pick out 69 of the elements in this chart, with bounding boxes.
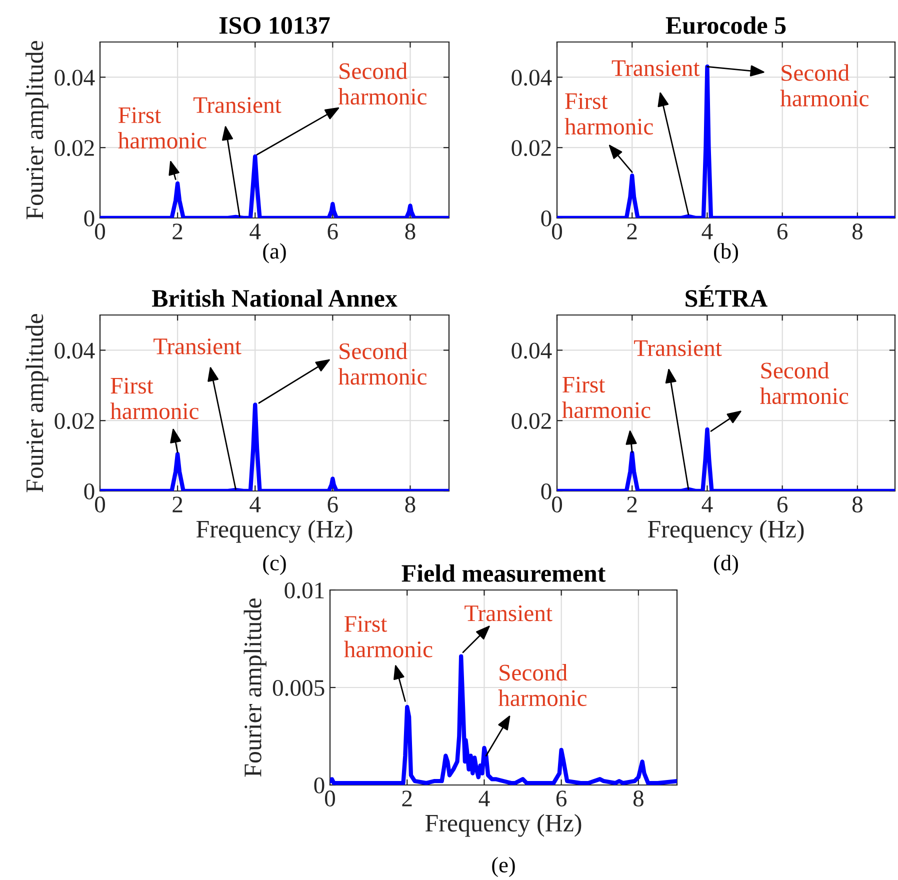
x-tick-label: 2 [627, 496, 637, 512]
chart-title: Field measurement [402, 564, 606, 582]
y-tick-label: 0.02 [512, 140, 551, 156]
x-tick-label: 2 [627, 224, 637, 240]
x-tick-label: 4 [250, 224, 261, 240]
text: (c) [263, 554, 286, 575]
x-axis-title: Frequency (Hz) [196, 520, 352, 543]
x-axis-title: Frequency (Hz) [425, 814, 582, 837]
x-tick-label: 8 [633, 790, 644, 806]
annotation: Second harmonic [760, 362, 848, 404]
x-tick-label: 6 [328, 224, 338, 240]
x-tick-label: 4 [702, 224, 713, 240]
annotation: Second harmonic [780, 64, 869, 106]
x-tick-label: 4 [250, 496, 261, 512]
x-tick-label: 8 [405, 224, 416, 240]
annotation: Transient [464, 605, 552, 622]
y-tick-label: 0 [84, 210, 94, 226]
x-tick-label: 6 [777, 224, 788, 240]
annotation: Transient [612, 60, 700, 76]
x-tick-label: 2 [402, 790, 412, 806]
annotation: First harmonic [562, 376, 650, 418]
text: (a) [263, 243, 286, 264]
x-tick-label: 0 [94, 496, 106, 512]
chart-title: ISO 10137 [219, 17, 330, 34]
y-tick-label: 0 [541, 483, 552, 500]
annotation: Second harmonic [338, 62, 427, 105]
y-tick-label: 0.04 [54, 70, 95, 86]
x-tick-label: 0 [552, 224, 562, 240]
y-tick-label: 0.005 [272, 680, 324, 696]
y-tick-label: 0 [84, 483, 94, 500]
chart-title: British National Annex [152, 289, 398, 307]
text: (b) [714, 243, 738, 264]
x-tick-label: 8 [852, 496, 862, 512]
text: (e) [492, 856, 515, 877]
x-tick-label: 0 [552, 496, 562, 512]
y-tick-label: 0 [314, 777, 324, 794]
annotation: Transient [154, 338, 242, 354]
text: (d) [714, 554, 738, 575]
annotation: First harmonic [110, 378, 199, 420]
annotation: Second harmonic [498, 664, 587, 706]
annotation: Second harmonic [338, 342, 427, 385]
x-tick-label: 0 [94, 224, 106, 240]
y-axis-title: Fourier amplitude [26, 314, 48, 492]
y-tick-label: 0.02 [54, 413, 94, 430]
annotation: First harmonic [564, 93, 653, 135]
x-tick-label: 4 [702, 496, 713, 512]
x-tick-label: 2 [172, 224, 182, 240]
y-tick-label: 0.02 [512, 413, 551, 430]
x-tick-label: 6 [777, 496, 788, 512]
x-axis-title: Frequency (Hz) [648, 520, 804, 543]
y-tick-label: 0.01 [284, 582, 324, 599]
y-tick-label: 0.04 [512, 342, 552, 359]
y-tick-label: 0.04 [512, 70, 552, 86]
x-tick-label: 4 [478, 790, 490, 806]
x-tick-label: 8 [405, 496, 416, 512]
y-tick-label: 0.02 [54, 140, 94, 156]
x-tick-label: 2 [172, 496, 182, 512]
x-tick-label: 6 [328, 496, 338, 512]
y-tick-label: 0.04 [54, 342, 95, 359]
x-tick-label: 6 [556, 790, 567, 806]
y-tick-label: 0 [541, 210, 552, 226]
x-tick-label: 8 [852, 224, 862, 240]
y-axis-title: Fourier amplitude [244, 598, 266, 777]
annotation: First harmonic [344, 616, 432, 658]
y-axis-title: Fourier amplitude [26, 40, 48, 220]
annotation: Transient [634, 340, 722, 356]
x-tick-label: 0 [324, 790, 336, 806]
chart-title: Eurocode 5 [666, 16, 786, 34]
chart-title: SÉTRA [686, 285, 768, 307]
